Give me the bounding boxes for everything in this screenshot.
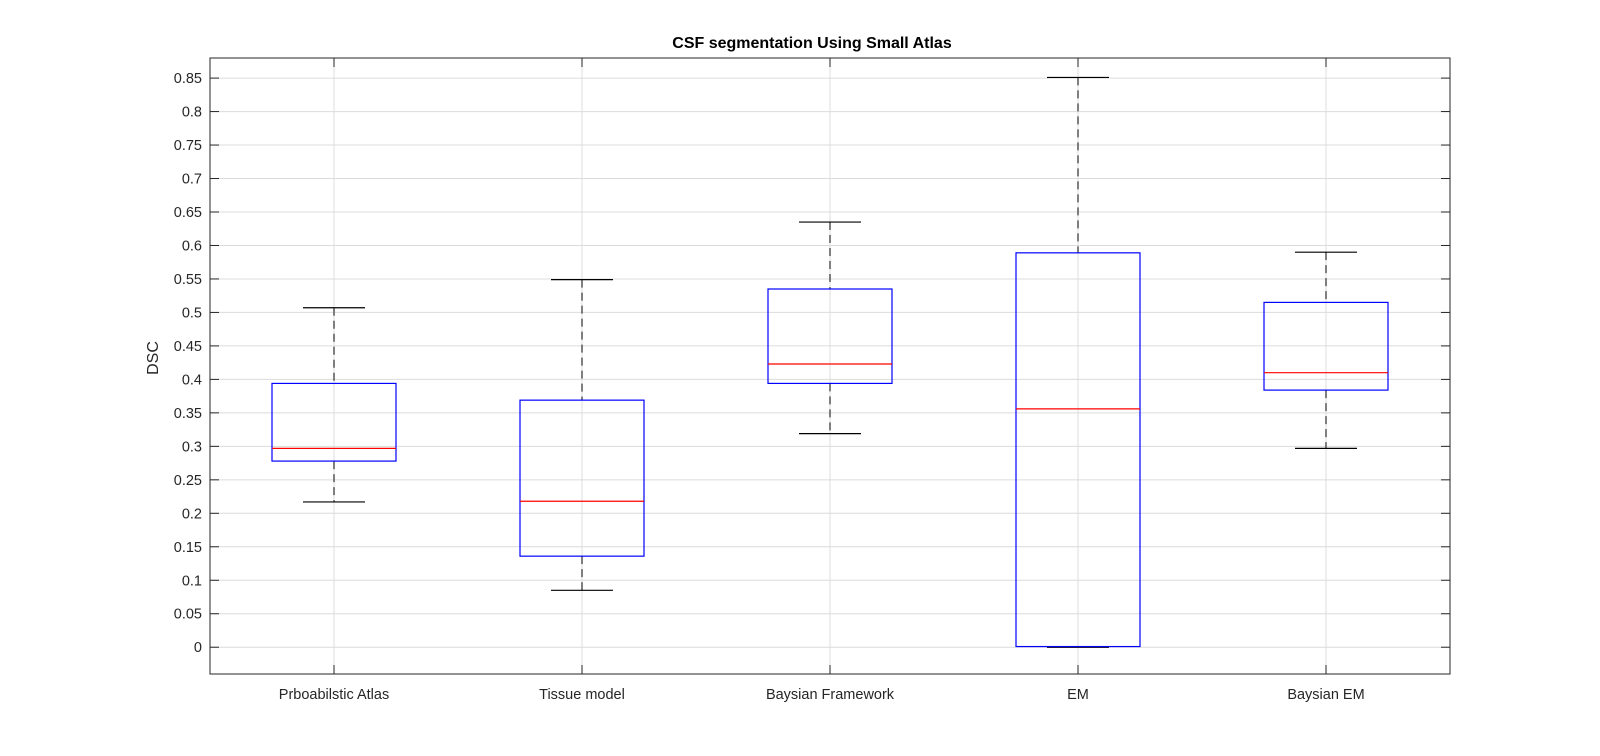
y-tick-label: 0.7 (182, 172, 202, 188)
iqr-box (1263, 301, 1389, 391)
box-group (767, 221, 893, 435)
y-tick-label: 0.6 (182, 238, 202, 254)
y-tick-label: 0.65 (174, 205, 202, 221)
box-group (519, 279, 645, 591)
y-tick-label: 0.75 (174, 138, 202, 154)
iqr-box (767, 288, 893, 385)
y-tick-label: 0.85 (174, 71, 202, 87)
iqr-box (519, 399, 645, 557)
chart-title: CSF segmentation Using Small Atlas (672, 35, 952, 52)
y-tick-label: 0.4 (182, 372, 202, 388)
x-tick-label: Baysian EM (1287, 687, 1364, 703)
y-tick-label: 0 (194, 640, 202, 656)
iqr-box (271, 382, 397, 462)
y-tick-label: 0.15 (174, 540, 202, 556)
box-group (271, 307, 397, 503)
box-group (1263, 251, 1389, 449)
y-tick-label: 0.55 (174, 272, 202, 288)
y-tick-label: 0.2 (182, 506, 202, 522)
y-axis-label: DSC (145, 341, 162, 375)
x-tick-label: EM (1067, 687, 1089, 703)
iqr-box (1015, 252, 1141, 648)
y-tick-label: 0.35 (174, 406, 202, 422)
y-tick-label: 0.1 (182, 573, 202, 589)
x-tick-label: Baysian Framework (766, 687, 895, 703)
y-tick-label: 0.8 (182, 105, 202, 121)
y-tick-label: 0.05 (174, 607, 202, 623)
y-tick-label: 0.25 (174, 473, 202, 489)
box-group (1015, 76, 1141, 648)
x-tick-label: Prboabilstic Atlas (279, 687, 389, 703)
y-tick-label: 0.3 (182, 439, 202, 455)
y-tick-label: 0.45 (174, 339, 202, 355)
axes-frame (209, 57, 1451, 675)
y-tick-label: 0.5 (182, 305, 202, 321)
x-tick-label: Tissue model (539, 687, 625, 703)
